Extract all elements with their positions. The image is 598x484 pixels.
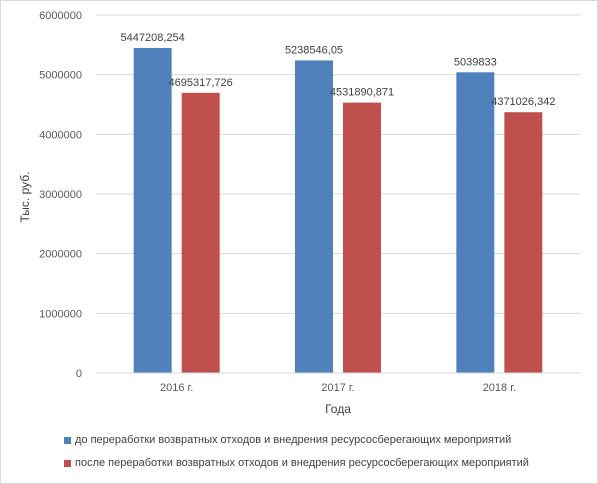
legend-item-after: после переработки возвратных отходов и в…	[64, 455, 529, 471]
legend-swatch-after	[64, 459, 71, 467]
data-label: 4371026,342	[491, 96, 555, 108]
x-tick-label: 2017 г.	[321, 382, 354, 394]
x-tick-label: 2016 г.	[160, 382, 193, 394]
legend: до переработки возвратных отходов и внед…	[64, 432, 529, 478]
y-tick-label: 6000000	[39, 10, 82, 22]
x-axis-title: Года	[325, 402, 351, 416]
y-tick-label: 1000000	[39, 308, 82, 320]
legend-item-before: до переработки возвратных отходов и внед…	[64, 432, 529, 448]
data-labels: 5447208,254 4695317,726 5238546,05 4531890,…	[121, 32, 556, 108]
gridlines	[96, 14, 580, 314]
data-label: 5238546,05	[285, 44, 343, 56]
bar-before-1	[133, 47, 172, 373]
bar-before-3	[456, 72, 495, 373]
legend-swatch-before	[64, 436, 71, 444]
data-label: 5039833	[454, 56, 497, 68]
y-tick-label: 4000000	[39, 129, 82, 141]
data-label: 4531890,871	[330, 87, 394, 99]
bar-after-2	[343, 102, 381, 374]
y-tick-label: 3000000	[39, 189, 82, 201]
x-tick-label: 2018 г.	[483, 382, 516, 394]
y-tick-label: 2000000	[39, 249, 82, 261]
legend-label-before: до переработки возвратных отходов и внед…	[75, 434, 512, 446]
data-label: 5447208,254	[121, 32, 185, 44]
y-axis-ticks: 0 1000000 2000000 3000000 4000000 5000000 6000…	[39, 10, 82, 380]
bars	[133, 47, 543, 374]
x-axis-ticks: 2016 г. 2017 г. 2018 г.	[160, 382, 516, 394]
legend-label-after: после переработки возвратных отходов и в…	[75, 457, 529, 469]
bar-before-2	[295, 60, 333, 374]
bar-after-3	[504, 112, 543, 373]
y-axis-title: Тыс. руб.	[18, 172, 32, 223]
bar-after-1	[181, 92, 220, 373]
data-label: 4695317,726	[169, 77, 233, 89]
y-tick-label: 0	[76, 368, 82, 380]
bar-chart: 0 1000000 2000000 3000000 4000000 5000000 6000…	[18, 10, 580, 416]
y-tick-label: 5000000	[39, 70, 82, 82]
